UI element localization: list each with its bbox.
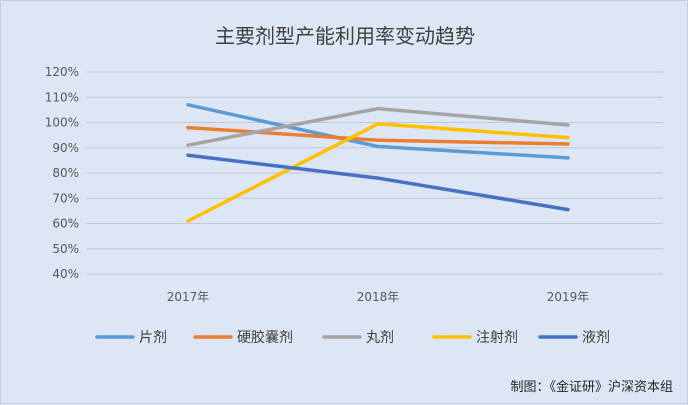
x-tick-label: 2019年 bbox=[547, 290, 590, 304]
series-line bbox=[186, 106, 570, 147]
x-tick-label: 2018年 bbox=[357, 290, 400, 304]
grid-lines bbox=[87, 71, 663, 275]
legend-label: 丸剂 bbox=[366, 330, 394, 346]
legend-label: 硬胶囊剂 bbox=[237, 329, 293, 346]
series-line bbox=[186, 153, 570, 212]
y-tick-label: 90% bbox=[52, 141, 79, 155]
x-tick-label: 2017年 bbox=[167, 290, 210, 304]
legend-label: 片剂 bbox=[139, 330, 167, 346]
y-tick-label: 50% bbox=[52, 242, 79, 256]
chart-title: 主要剂型产能利用率变动趋势 bbox=[215, 24, 475, 48]
y-tick-label: 120% bbox=[45, 65, 79, 79]
series-line bbox=[186, 122, 570, 223]
legend-item: 片剂 bbox=[95, 330, 167, 346]
y-tick-label: 110% bbox=[45, 90, 79, 104]
y-tick-label: 80% bbox=[52, 166, 79, 180]
y-tick-label: 70% bbox=[52, 191, 79, 205]
legend: 片剂 硬胶囊剂 丸剂 注射剂 液剂 bbox=[95, 329, 610, 346]
series-line bbox=[186, 103, 570, 160]
legend-item: 液剂 bbox=[538, 330, 610, 346]
credit-text: 制图：《金证研》沪深资本组 bbox=[510, 379, 673, 395]
legend-item: 硬胶囊剂 bbox=[193, 329, 293, 346]
y-tick-label: 100% bbox=[45, 116, 79, 130]
y-tick-label: 60% bbox=[52, 217, 79, 231]
legend-label: 液剂 bbox=[582, 330, 610, 346]
legend-label: 注射剂 bbox=[476, 330, 518, 346]
series-lines bbox=[186, 103, 570, 223]
y-axis-tick-labels: 40% 50% 60% 70% 80% 90% 100% 110% 120% bbox=[45, 65, 79, 281]
x-axis-tick-labels: 2017年 2018年 2019年 bbox=[167, 290, 590, 304]
legend-item: 注射剂 bbox=[432, 330, 518, 346]
y-tick-label: 40% bbox=[52, 267, 79, 281]
legend-item: 丸剂 bbox=[322, 330, 394, 346]
